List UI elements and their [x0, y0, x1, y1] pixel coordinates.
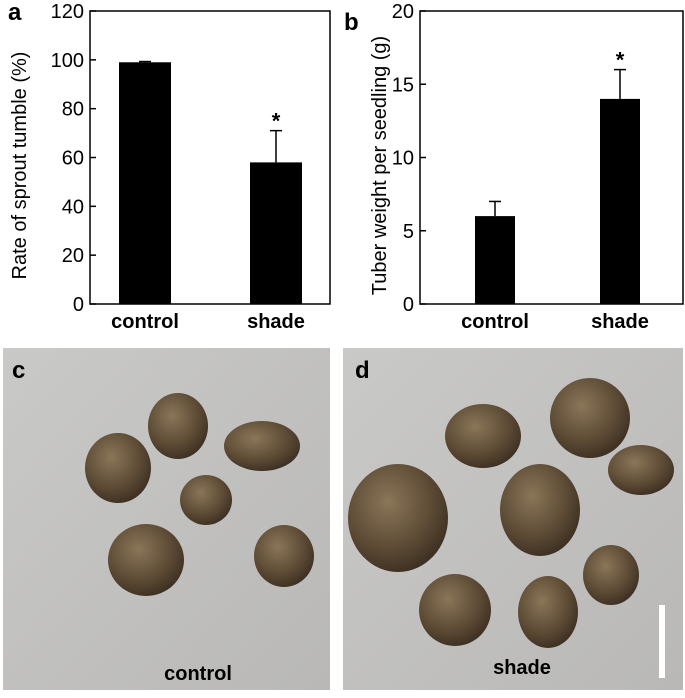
tuber [419, 574, 491, 646]
panel-label: a [8, 0, 22, 26]
tuber [108, 524, 184, 596]
y-tick-label: 10 [392, 148, 414, 170]
panel-label: b [344, 9, 359, 36]
y-tick-label: 120 [51, 1, 84, 23]
panel-label: c [12, 357, 25, 384]
y-tick-label: 15 [392, 74, 414, 96]
plot-frame [419, 10, 684, 305]
bar [119, 62, 171, 305]
tuber [518, 576, 578, 648]
panel-label: d [355, 357, 370, 384]
y-tick-label: 0 [73, 294, 84, 316]
y-tick-label: 40 [62, 196, 84, 218]
y-axis-label: Rate of sprout tumble (%) [9, 52, 31, 280]
x-tick-label: shade [591, 311, 649, 333]
significance-mark: * [272, 109, 281, 134]
y-tick-label: 20 [62, 245, 84, 267]
bar [250, 162, 302, 304]
y-axis-label: Tuber weight per seedling (g) [369, 36, 391, 295]
tuber [500, 464, 580, 556]
photo-panel: c control [3, 348, 330, 690]
scale-bar [659, 605, 665, 678]
photo-caption: shade [493, 657, 551, 679]
tuber [583, 545, 639, 605]
photo-caption: control [164, 663, 232, 685]
y-tick-label: 0 [403, 294, 414, 316]
y-tick-label: 5 [403, 221, 414, 243]
tuber [224, 421, 300, 471]
bar [475, 216, 515, 304]
tuber [254, 525, 314, 587]
significance-mark: * [616, 48, 625, 73]
tuber [348, 464, 448, 572]
bar [600, 98, 640, 305]
tuber [180, 475, 232, 525]
y-tick-label: 100 [51, 50, 84, 72]
x-tick-label: shade [247, 311, 305, 333]
x-tick-label: control [111, 311, 179, 333]
tuber [85, 433, 151, 503]
photo-panel: d shade [343, 348, 683, 690]
tuber [445, 404, 521, 468]
tuber [148, 393, 208, 459]
y-tick-label: 20 [392, 1, 414, 23]
x-tick-label: control [461, 311, 529, 333]
y-tick-label: 60 [62, 148, 84, 170]
tuber [608, 445, 674, 495]
y-tick-label: 80 [62, 99, 84, 121]
tuber [550, 378, 630, 458]
